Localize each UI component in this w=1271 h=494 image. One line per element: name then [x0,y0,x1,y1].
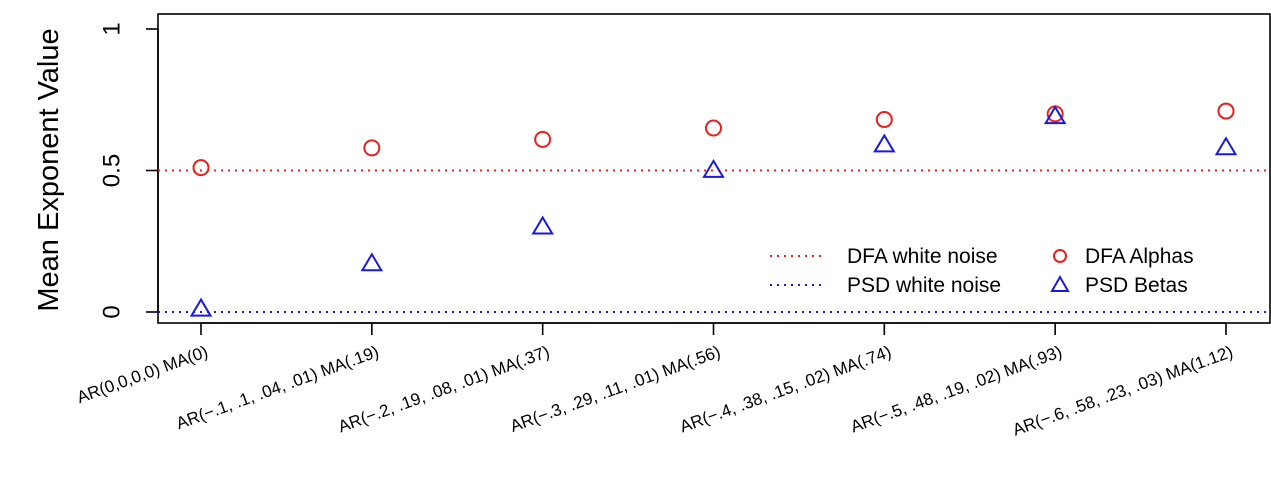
y-tick-label: 1 [98,22,125,35]
psd-betas-point [1214,136,1238,156]
psd-betas-point [531,215,554,235]
dfa-alphas-point [705,119,722,137]
y-tick-label: 0.5 [98,154,125,187]
psd-betas-point [702,158,725,178]
legend-label-dfa-white-noise: DFA white noise [847,245,998,268]
dfa-alphas-point [534,130,552,148]
y-axis: 00.51 [98,22,159,319]
dfa-alphas-point [192,159,210,177]
y-tick-label: 0 [98,305,125,318]
legend-label-dfa-alphas: DFA Alphas [1085,245,1194,268]
psd-betas-point [360,252,384,272]
dfa-alphas-point [875,111,893,129]
x-axis: AR(0,0,0,0) MA(0)AR(−.1, .1, .04, .01) M… [74,322,1235,440]
y-axis-title: Mean Exponent Value [33,28,65,311]
psd-betas-point [873,133,896,153]
legend-label-psd-betas: PSD Betas [1085,274,1188,297]
data-points [189,102,1238,317]
legend-marker-dfa-alphas [1053,249,1067,263]
psd-betas-point [189,297,213,317]
legend: DFA white noise PSD white noise DFA Alph… [770,245,1194,297]
dfa-alphas-point [1217,102,1235,120]
legend-label-psd-white-noise: PSD white noise [847,274,1001,297]
psd-betas-point [1043,105,1067,125]
dfa-alphas-point [363,139,381,157]
legend-marker-psd-betas [1050,274,1070,292]
x-tick-label: AR(0,0,0,0) MA(0) [74,342,210,407]
